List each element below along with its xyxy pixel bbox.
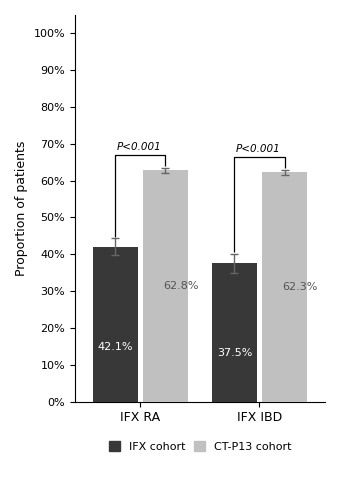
Legend: IFX cohort, CT-P13 cohort: IFX cohort, CT-P13 cohort bbox=[105, 438, 295, 455]
Bar bbox=[262, 172, 307, 402]
Bar bbox=[143, 170, 188, 402]
Text: 37.5%: 37.5% bbox=[217, 348, 252, 358]
Y-axis label: Proportion of patients: Proportion of patients bbox=[15, 140, 28, 276]
Text: 42.1%: 42.1% bbox=[98, 342, 133, 352]
Text: P<0.001: P<0.001 bbox=[117, 142, 162, 152]
Bar bbox=[212, 264, 257, 402]
Bar bbox=[93, 246, 138, 402]
Text: 62.3%: 62.3% bbox=[283, 282, 318, 292]
Text: 62.8%: 62.8% bbox=[164, 281, 199, 291]
Text: P<0.001: P<0.001 bbox=[236, 144, 280, 154]
